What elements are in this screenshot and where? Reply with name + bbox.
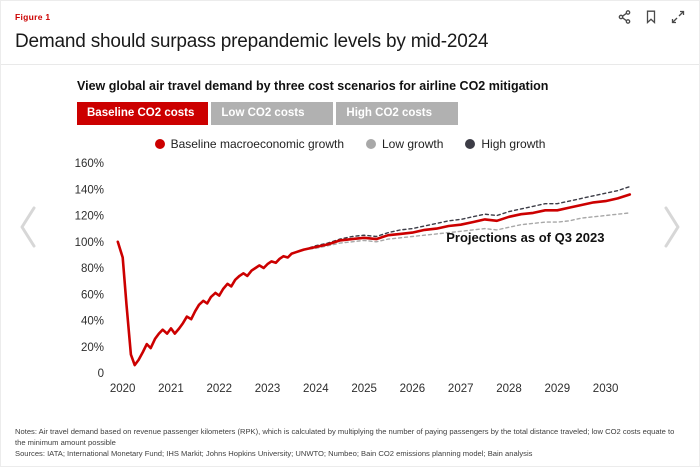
legend-label: Baseline macroeconomic growth — [170, 137, 344, 151]
svg-text:2030: 2030 — [593, 383, 619, 395]
svg-text:Projections as of Q3 2023: Projections as of Q3 2023 — [446, 230, 604, 245]
tab-baseline-co2-costs[interactable]: Baseline CO2 costs — [77, 102, 209, 125]
legend-dot — [465, 139, 476, 149]
legend-item: Baseline macroeconomic growth — [154, 137, 344, 151]
tab-low-co2-costs[interactable]: Low CO2 costs — [211, 102, 334, 125]
demand-chart: 0 20% 40% 60% 80% 100% 120% 140% 160% 2020 2021 202… — [75, 158, 632, 395]
svg-text:100%: 100% — [75, 237, 104, 249]
legend-label: High growth — [481, 137, 546, 151]
scenario-tabs: Baseline CO2 costs Low CO2 costs High CO2 … — [77, 102, 647, 125]
prev-chart-button[interactable] — [18, 205, 38, 254]
legend-label: Low growth — [382, 137, 444, 151]
svg-text:2026: 2026 — [400, 383, 426, 395]
bookmark-icon[interactable] — [645, 10, 657, 24]
svg-text:40%: 40% — [81, 316, 104, 328]
svg-text:140%: 140% — [75, 184, 104, 196]
share-icon[interactable] — [618, 10, 631, 24]
svg-text:80%: 80% — [81, 263, 104, 275]
svg-text:2024: 2024 — [303, 383, 329, 395]
legend-dot — [154, 139, 165, 149]
svg-text:2023: 2023 — [255, 383, 281, 395]
svg-text:60%: 60% — [81, 289, 104, 301]
chart-carousel: View global air travel demand by three c… — [1, 65, 699, 405]
chart-notes: Notes: Air travel demand based on revenu… — [15, 427, 675, 447]
svg-text:0: 0 — [98, 368, 104, 380]
tab-high-co2-costs[interactable]: High CO2 costs — [336, 102, 459, 125]
legend-item: High growth — [465, 137, 545, 151]
chart-legend: Baseline macroeconomic growth Low growth H… — [53, 137, 647, 151]
figure-actions — [618, 10, 685, 24]
page-title: Demand should surpass prepandemic levels… — [15, 31, 489, 52]
svg-text:160%: 160% — [75, 158, 104, 170]
figure-label: Figure 1 — [15, 12, 51, 22]
svg-text:2029: 2029 — [545, 383, 571, 395]
next-chart-button[interactable] — [662, 205, 682, 254]
legend-dot — [366, 139, 376, 149]
divider — [1, 64, 699, 65]
chart-footnotes: Notes: Air travel demand based on revenu… — [15, 426, 685, 459]
chart-sources: Sources: IATA; International Monetary Fu… — [15, 449, 533, 458]
svg-text:2021: 2021 — [158, 383, 184, 395]
legend-item: Low growth — [366, 137, 443, 151]
svg-text:120%: 120% — [75, 211, 104, 223]
top-bar: Figure 1 — [1, 1, 699, 24]
svg-text:2025: 2025 — [351, 383, 377, 395]
expand-icon[interactable] — [671, 10, 685, 24]
svg-text:2022: 2022 — [206, 383, 232, 395]
chart-subtitle: View global air travel demand by three c… — [77, 79, 549, 93]
chart-container: View global air travel demand by three c… — [53, 79, 647, 405]
svg-text:20%: 20% — [81, 342, 104, 354]
svg-text:2027: 2027 — [448, 383, 474, 395]
svg-text:2020: 2020 — [110, 383, 136, 395]
svg-text:2028: 2028 — [496, 383, 522, 395]
